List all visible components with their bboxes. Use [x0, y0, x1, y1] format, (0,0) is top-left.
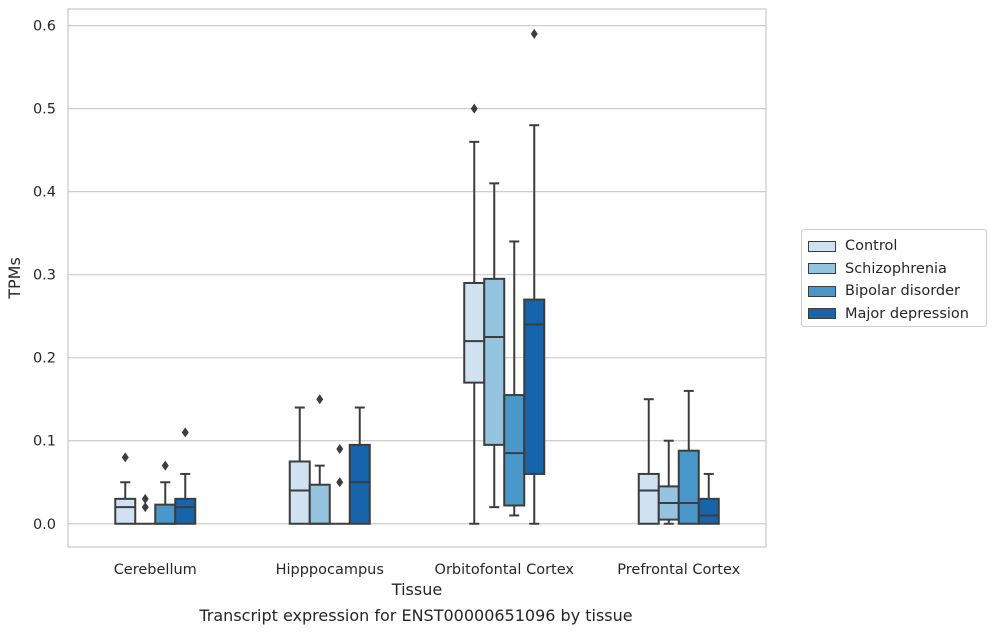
legend-label: Bipolar disorder [845, 283, 960, 300]
x-tick-label: Hipppocampus [276, 562, 384, 578]
chart-caption: Transcript expression for ENST0000065109… [199, 606, 633, 625]
y-tick-label: 0.1 [33, 434, 56, 450]
legend-label: Control [845, 238, 898, 255]
y-tick-label: 0.5 [33, 102, 56, 118]
outlier-point [141, 502, 149, 513]
y-tick-label: 0.3 [33, 268, 56, 284]
box-iqr [114, 497, 137, 525]
box-1-0 [288, 406, 311, 525]
box-iqr [288, 460, 311, 525]
outlier-point [316, 394, 324, 405]
legend-swatch [808, 285, 836, 297]
box-1-1 [308, 394, 331, 525]
y-axis-label: TPMs [5, 257, 24, 300]
box-iqr [677, 449, 700, 525]
box-iqr [503, 394, 526, 507]
legend-item: Bipolar disorder [808, 280, 986, 303]
outlier-point [336, 444, 344, 455]
y-tick-label: 0.0 [33, 517, 56, 533]
box-0-3 [174, 427, 197, 525]
legend-swatch [808, 263, 836, 275]
outlier-point [336, 477, 344, 488]
outlier-point [141, 493, 149, 504]
box-3-0 [637, 398, 660, 525]
box-iqr [637, 472, 660, 525]
y-tick-labels: 0.0 0.1 0.2 0.3 0.4 0.5 0.6 [33, 19, 56, 533]
legend-item: Major depression [808, 303, 986, 326]
box-iqr [463, 281, 486, 384]
outlier-point [161, 460, 169, 471]
box-1-2 [329, 444, 350, 525]
outlier-point [470, 103, 478, 114]
y-tick-label: 0.2 [33, 351, 56, 367]
x-tick-label: Prefrontal Cortex [617, 562, 740, 578]
x-axis-label: Tissue [391, 580, 442, 599]
box-iqr [697, 497, 720, 525]
box-3-2 [677, 389, 700, 525]
legend-swatch [808, 308, 836, 320]
x-tick-labels: Cerebellum Hipppocampus Orbitofontal Corte… [114, 562, 741, 578]
legend: Control Schizophrenia Bipolar disorder Majo… [801, 229, 987, 327]
outlier-point [181, 427, 189, 438]
legend-item: Schizophrenia [808, 258, 986, 281]
box-iqr [348, 443, 371, 525]
legend-item: Control [808, 235, 986, 258]
box-iqr [483, 277, 506, 446]
box-2-3 [523, 28, 546, 525]
box-2-0 [463, 103, 486, 525]
box-iqr [308, 483, 331, 525]
outlier-point [530, 28, 538, 39]
y-tick-label: 0.4 [33, 185, 56, 201]
x-tick-label: Cerebellum [114, 562, 197, 578]
outlier-point [121, 452, 129, 463]
box-iqr [154, 503, 177, 525]
box-2-1 [483, 182, 506, 509]
box-0-1 [135, 493, 156, 525]
box-3-1 [657, 439, 680, 525]
box-0-0 [114, 452, 137, 525]
x-tick-label: Orbitofontal Cortex [435, 562, 575, 578]
box-2-2 [503, 240, 526, 517]
legend-swatch [808, 240, 836, 252]
y-tick-label: 0.6 [33, 19, 56, 35]
box-iqr [523, 298, 546, 475]
box-iqr [174, 497, 197, 525]
plot-frame [67, 8, 767, 548]
box-1-3 [348, 406, 371, 525]
box-groups [114, 28, 720, 525]
box-3-3 [697, 472, 720, 525]
gridlines [68, 25, 766, 525]
legend-label: Major depression [845, 305, 969, 322]
legend-label: Schizophrenia [845, 260, 947, 277]
box-0-2 [154, 460, 177, 525]
